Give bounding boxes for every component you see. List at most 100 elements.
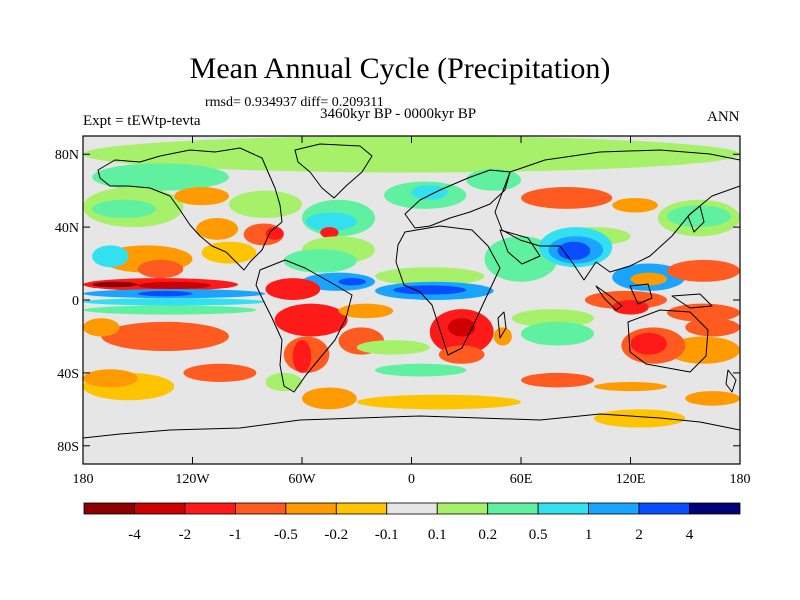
- colorbar-swatch: [83, 502, 135, 515]
- precip-anomaly-region-65: [667, 336, 740, 364]
- colorbar-swatch: [134, 502, 186, 515]
- precip-anomaly-region-75: [594, 382, 667, 392]
- lon-tick-label: 180: [73, 472, 94, 487]
- precip-anomaly-region-26: [484, 236, 558, 282]
- period-subtitle: 3460kyr BP - 0000kyr BP: [320, 106, 477, 122]
- colorbar-swatch: [285, 502, 337, 515]
- precip-anomaly-region-76: [356, 394, 521, 410]
- chart-title: Mean Annual Cycle (Precipitation): [189, 52, 611, 85]
- precip-anomaly-region-4: [174, 187, 229, 206]
- lat-tick-label: 0: [72, 294, 79, 309]
- precip-anomaly-region-48: [393, 285, 467, 295]
- colorbar: -4 -2 -1 -0.5 -0.2 -0.1 0.1 0.2 0.5 1 2 4: [83, 502, 741, 543]
- coast-madagascar: [497, 311, 507, 339]
- precipitation-field: [83, 136, 740, 464]
- coast-antarctica: [83, 413, 740, 439]
- colorbar-label: 0.1: [428, 527, 447, 543]
- coastlines: [83, 143, 740, 439]
- coast-borneo: [629, 283, 653, 305]
- colorbar-label: 4: [686, 527, 694, 543]
- precip-anomaly-region-14: [201, 241, 257, 264]
- lon-tick-label: 120E: [616, 472, 646, 487]
- precip-anomaly-region-53: [338, 303, 394, 319]
- precip-anomaly-region-6: [196, 218, 239, 240]
- lat-tick-label: 40N: [55, 221, 79, 236]
- colorbar-swatch: [537, 502, 590, 515]
- precip-anomaly-region-77: [685, 391, 740, 406]
- precip-anomaly-region-70: [183, 363, 257, 382]
- colorbar-label: 2: [635, 527, 643, 543]
- lon-tick-label: 60E: [510, 472, 533, 487]
- map-axes: 80N 40N 0 40S 80S 180 120W 60W 0 60E 120E 180: [55, 136, 751, 487]
- precip-anomaly-region-16: [411, 185, 448, 200]
- precip-anomaly-region-62: [521, 321, 594, 346]
- rmsd-diff-stats: rmsd= 0.934937 diff= 0.209311: [205, 95, 384, 110]
- coast-arabia: [499, 229, 541, 265]
- precip-anomaly-region-64: [685, 318, 740, 337]
- precip-anomaly-region-0: [83, 136, 740, 173]
- experiment-label: Expt = tEWtp-tevta: [83, 113, 201, 129]
- precip-anomaly-region-33: [630, 272, 667, 286]
- season-label: ANN: [707, 109, 740, 125]
- precip-anomaly-region-5: [229, 190, 302, 218]
- precip-anomaly-region-13: [137, 259, 184, 279]
- precip-anomaly-region-67: [630, 332, 667, 355]
- precip-anomaly-region-71: [265, 372, 302, 392]
- colorbar-label: -0.1: [375, 527, 399, 543]
- precip-anomaly-region-74: [521, 372, 594, 388]
- precip-anomaly-region-3: [92, 199, 156, 218]
- precip-anomaly-region-19: [612, 197, 658, 213]
- coast-south-america: [255, 259, 353, 393]
- lat-tick-label: 80S: [57, 440, 79, 455]
- precip-anomaly-region-38: [92, 281, 138, 288]
- lon-tick-label: 60W: [288, 472, 316, 487]
- precip-anomaly-region-43: [83, 305, 257, 315]
- lat-tick-label: 40S: [57, 367, 79, 382]
- precip-anomaly-region-57: [493, 327, 512, 346]
- colorbar-swatch: [487, 502, 539, 515]
- precip-anomaly-region-55: [448, 318, 476, 337]
- precip-anomaly-region-11: [320, 227, 339, 239]
- precip-anomaly-region-17: [466, 168, 521, 191]
- precip-anomaly-region-18: [521, 187, 613, 209]
- colorbar-swatch: [335, 502, 388, 515]
- precip-anomaly-region-8: [265, 227, 284, 240]
- colorbar-label: -2: [179, 527, 192, 543]
- colorbar-label: -0.5: [274, 527, 298, 543]
- coast-new-zealand: [725, 369, 737, 393]
- precip-anomaly-region-32: [667, 259, 740, 282]
- precip-anomaly-region-78: [594, 409, 686, 428]
- precip-anomaly-region-73: [302, 387, 357, 410]
- precip-anomaly-region-42: [83, 298, 266, 306]
- precip-anomaly-region-61: [511, 309, 594, 328]
- colorbar-swatch: [689, 502, 741, 515]
- lon-tick-label: 180: [730, 472, 751, 487]
- precip-anomaly-region-36: [667, 303, 740, 322]
- coast-sumatra: [595, 285, 623, 311]
- coast-japan: [687, 205, 705, 233]
- precip-anomaly-region-10: [305, 212, 357, 231]
- precip-anomaly-region-1: [92, 163, 229, 191]
- colorbar-label: -4: [128, 527, 141, 543]
- precip-anomaly-region-41: [137, 290, 193, 297]
- precip-anomaly-region-46: [265, 278, 321, 301]
- precip-anomaly-region-59: [101, 321, 229, 352]
- colorbar-swatch: [436, 502, 489, 515]
- coast-australia: [627, 309, 709, 373]
- precip-anomaly-region-72: [375, 363, 467, 377]
- colorbar-swatch: [638, 502, 690, 515]
- precip-anomaly-region-56: [438, 345, 485, 364]
- coast-north-america: [97, 147, 283, 271]
- colorbar-label: -1: [229, 527, 242, 543]
- coast-europe: [404, 169, 511, 229]
- precip-anomaly-region-63: [356, 340, 430, 355]
- precip-anomaly-region-45: [338, 278, 366, 286]
- colorbar-swatch: [588, 502, 640, 515]
- precip-anomaly-region-69: [83, 369, 138, 388]
- colorbar-label: 1: [585, 527, 593, 543]
- precip-anomaly-region-21: [667, 205, 731, 228]
- colorbar-swatch: [184, 502, 236, 515]
- precip-anomaly-region-39: [137, 281, 211, 290]
- coast-new-guinea: [671, 293, 713, 309]
